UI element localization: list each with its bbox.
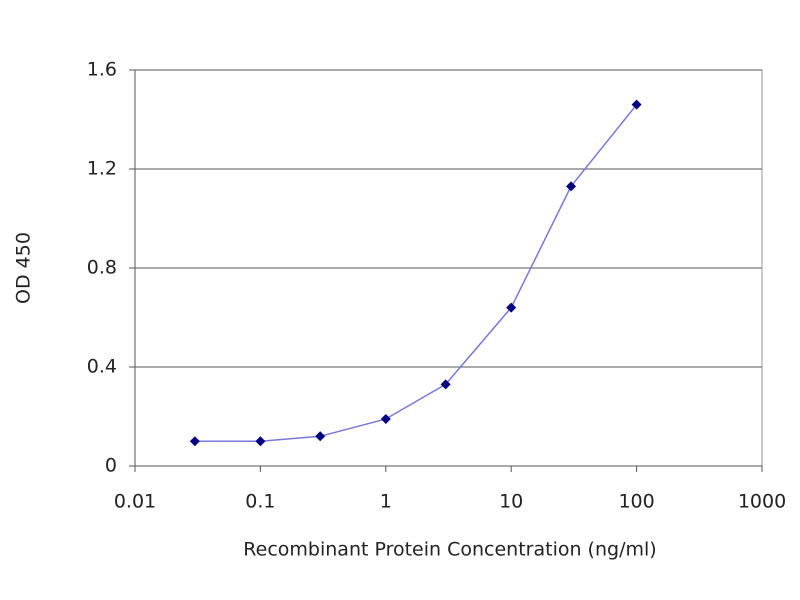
y-tick-label: 0.8: [87, 257, 117, 279]
y-tick-label: 0: [105, 455, 117, 477]
data-line: [194, 104, 638, 442]
x-tick-label: 100: [618, 491, 654, 513]
data-point: [380, 413, 391, 424]
data-point: [189, 436, 200, 447]
data-point: [566, 181, 577, 192]
y-axis-title: OD 450: [13, 232, 35, 304]
y-tick-label: 1.2: [87, 158, 117, 180]
x-tick-label: 0.01: [114, 491, 156, 513]
data-point: [506, 302, 517, 313]
y-tick-label: 1.6: [87, 59, 117, 81]
x-tick-label: 0.1: [245, 491, 275, 513]
y-tick-label: 0.4: [87, 356, 117, 378]
data-point: [631, 99, 642, 110]
x-tick-label: 10: [499, 491, 523, 513]
x-axis-title: Recombinant Protein Concentration (ng/ml…: [243, 539, 656, 561]
x-tick-label: 1000: [738, 491, 786, 513]
x-tick-label: 1: [380, 491, 392, 513]
data-point: [440, 379, 451, 390]
data-point: [255, 436, 266, 447]
data-point: [315, 431, 326, 442]
